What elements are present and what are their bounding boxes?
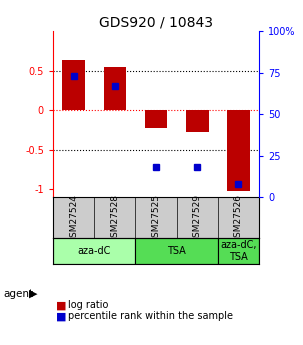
Bar xyxy=(53,238,135,264)
Text: log ratio: log ratio xyxy=(68,300,108,310)
Text: TSA: TSA xyxy=(167,246,186,256)
Text: ■: ■ xyxy=(56,312,67,321)
Title: GDS920 / 10843: GDS920 / 10843 xyxy=(99,16,213,30)
Bar xyxy=(135,238,218,264)
Text: aza-dC,
TSA: aza-dC, TSA xyxy=(220,240,257,262)
Text: GSM27526: GSM27526 xyxy=(234,194,243,243)
Text: ■: ■ xyxy=(56,300,67,310)
Text: GSM27528: GSM27528 xyxy=(110,194,119,243)
Bar xyxy=(62,60,85,110)
Text: ▶: ▶ xyxy=(29,289,37,299)
Text: aza-dC: aza-dC xyxy=(78,246,111,256)
Text: GSM27529: GSM27529 xyxy=(193,194,202,243)
Bar xyxy=(218,238,259,264)
Bar xyxy=(104,68,126,110)
Bar xyxy=(186,110,208,132)
Text: agent: agent xyxy=(3,289,33,299)
Text: percentile rank within the sample: percentile rank within the sample xyxy=(68,312,233,321)
Text: GSM27525: GSM27525 xyxy=(152,194,161,243)
Bar xyxy=(227,110,250,191)
Bar xyxy=(145,110,167,128)
Text: GSM27524: GSM27524 xyxy=(69,194,78,243)
